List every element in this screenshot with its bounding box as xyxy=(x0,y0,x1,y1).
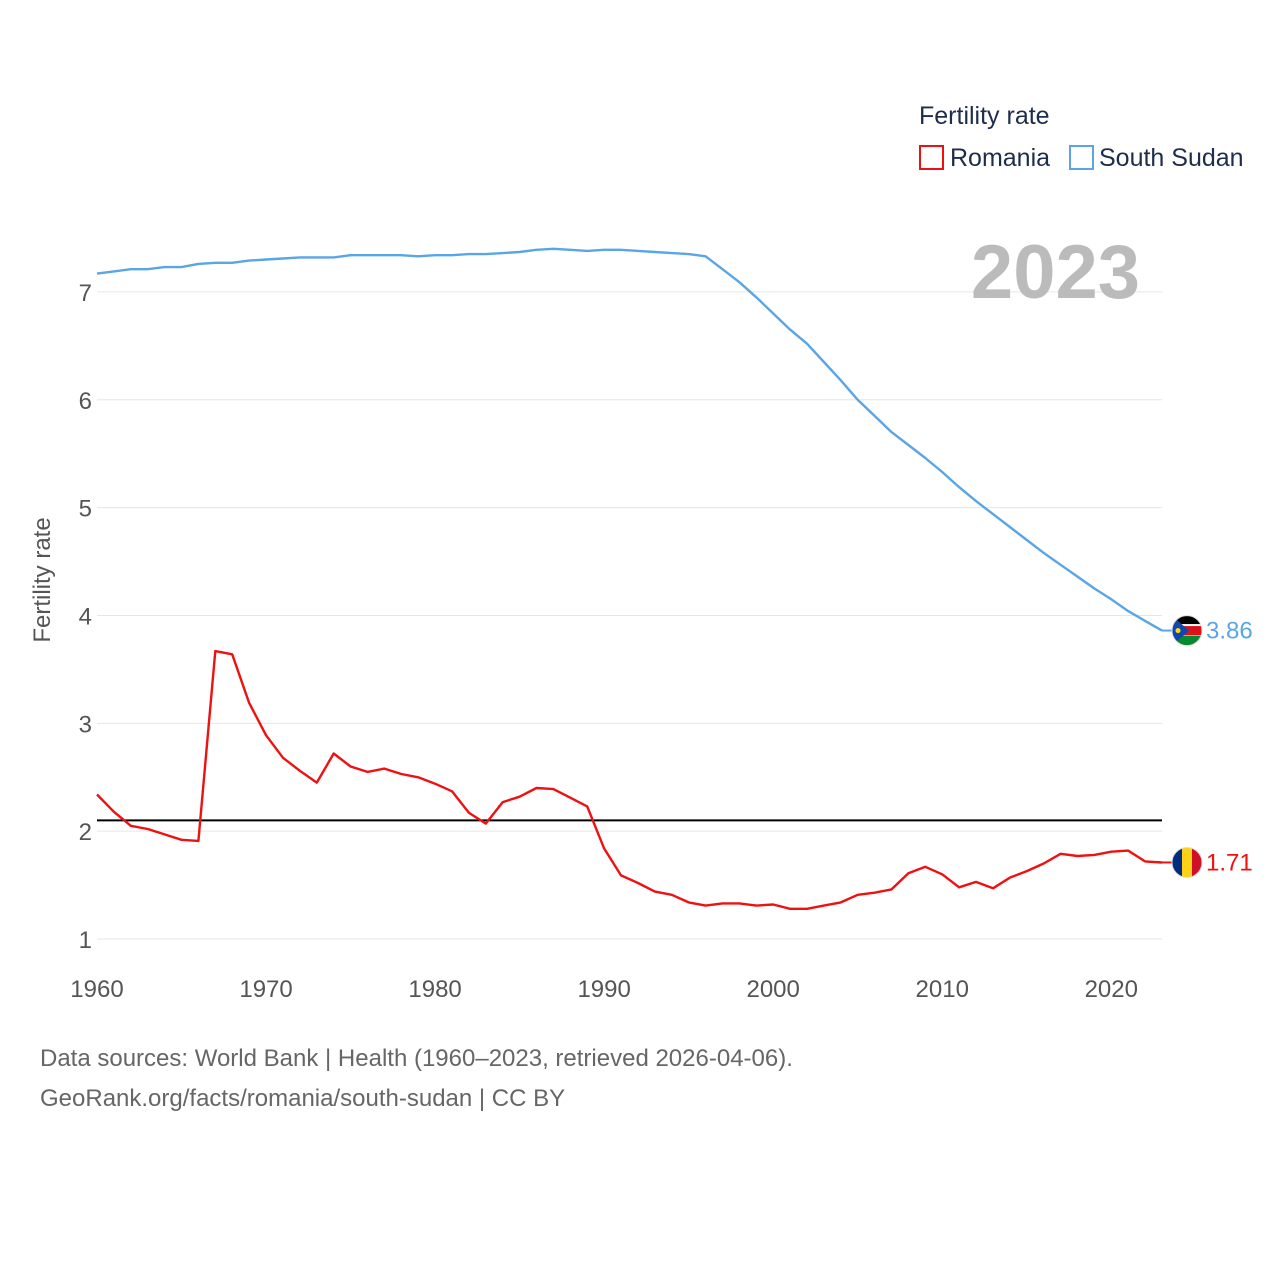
series-line-south-sudan[interactable] xyxy=(96,247,1163,632)
x-tick-label: 1960 xyxy=(70,976,123,1003)
y-tick-label: 7 xyxy=(79,280,92,307)
grid-lines xyxy=(97,291,1162,940)
end-value-label-south-sudan: 3.86 xyxy=(1206,618,1253,645)
x-tick-label: 2010 xyxy=(916,976,969,1003)
legend-entry-romania[interactable]: Romania xyxy=(919,144,1050,172)
x-axis-ticks: 1960 1970 1980 1990 2000 2010 2020 xyxy=(70,976,1138,1003)
series-line-romania[interactable] xyxy=(96,649,1163,910)
y-tick-label: 2 xyxy=(79,819,92,846)
flag-icon-romania xyxy=(1171,846,1203,878)
y-tick-label: 5 xyxy=(79,496,92,523)
end-value-label-romania: 1.71 xyxy=(1206,849,1253,876)
legend-title: Fertility rate xyxy=(919,102,1050,130)
legend-label-south-sudan: South Sudan xyxy=(1099,144,1244,172)
y-axis-ticks: 1 2 3 4 5 6 7 xyxy=(79,280,92,954)
legend-entry-south-sudan[interactable]: South Sudan xyxy=(1069,144,1244,172)
legend-label-romania: Romania xyxy=(950,144,1050,172)
legend: Fertility rate Romania South Sudan xyxy=(919,102,1244,172)
legend-swatch-south-sudan xyxy=(1069,145,1094,170)
x-tick-label: 2020 xyxy=(1085,976,1138,1003)
y-axis-label: Fertility rate xyxy=(29,517,56,642)
legend-swatch-romania xyxy=(919,145,944,170)
flag-icon-south-sudan xyxy=(1171,615,1203,647)
y-tick-label: 1 xyxy=(79,927,92,954)
data-source-line: Data sources: World Bank | Health (1960–… xyxy=(40,1045,793,1072)
y-tick-label: 4 xyxy=(79,603,92,630)
x-tick-label: 1970 xyxy=(239,976,292,1003)
x-tick-label: 1980 xyxy=(408,976,461,1003)
y-tick-label: 3 xyxy=(79,711,92,738)
y-tick-label: 6 xyxy=(79,388,92,415)
x-tick-label: 1990 xyxy=(577,976,630,1003)
credit-line[interactable]: GeoRank.org/facts/romania/south-sudan | … xyxy=(40,1085,566,1112)
x-tick-label: 2000 xyxy=(746,976,799,1003)
series-lines xyxy=(96,247,1163,910)
year-watermark: 2023 xyxy=(971,230,1140,315)
series-end-markers: 1.71 3.86 xyxy=(1162,615,1253,878)
